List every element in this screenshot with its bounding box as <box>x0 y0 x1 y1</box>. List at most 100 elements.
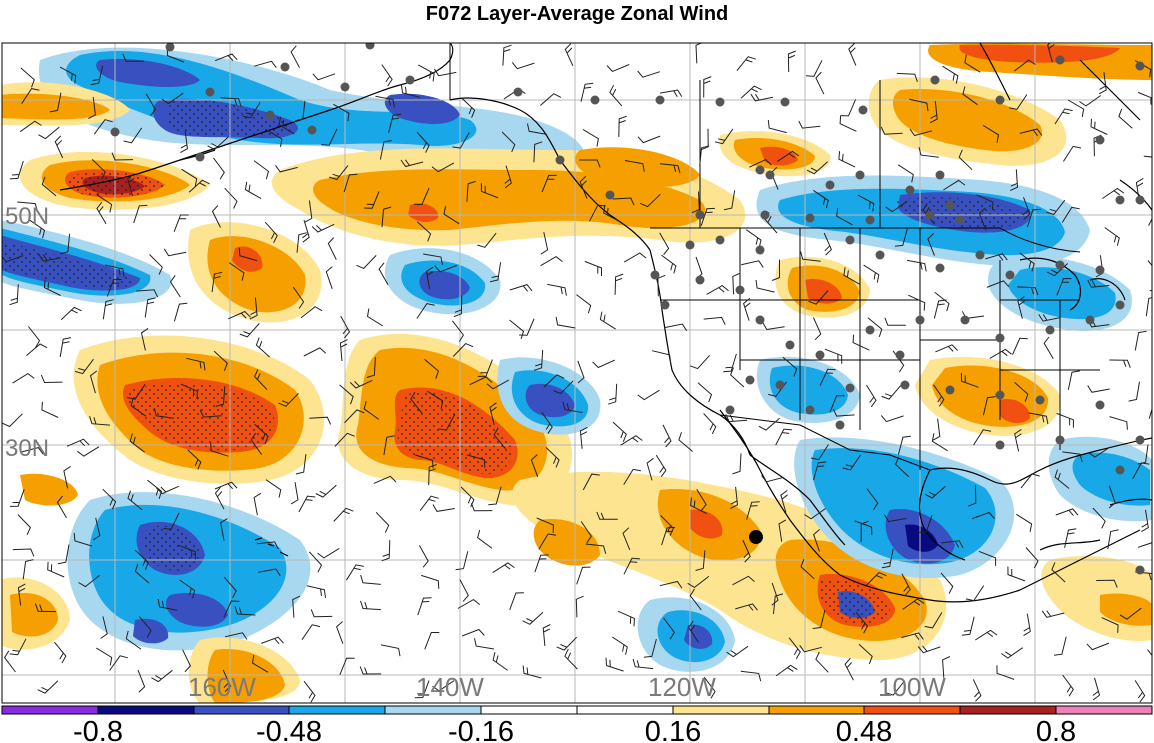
wind-barb <box>1014 428 1022 452</box>
station-dot <box>1095 400 1105 410</box>
wind-barb <box>127 384 146 400</box>
wind-barb <box>985 253 1008 261</box>
wind-barb <box>60 306 82 321</box>
wind-barb <box>782 356 798 377</box>
wind-barb <box>253 160 270 180</box>
wind-barb <box>852 334 870 351</box>
wind-barb <box>1013 59 1036 72</box>
wind-barb <box>74 358 94 375</box>
wind-barb <box>723 353 737 373</box>
wind-barb <box>637 389 660 401</box>
wind-barb <box>210 442 229 457</box>
wind-barb <box>637 135 661 144</box>
wind-barb <box>1145 297 1152 317</box>
wind-barb <box>509 592 524 611</box>
wind-barb <box>163 512 180 530</box>
wind-barb <box>614 273 624 295</box>
station-dot <box>865 215 875 225</box>
station-dot <box>975 250 985 260</box>
wind-barb <box>220 518 228 541</box>
wind-barb <box>461 97 476 118</box>
wind-barb <box>214 481 238 490</box>
wind-barb <box>1019 128 1043 136</box>
station-dot <box>280 62 290 72</box>
wind-barb <box>1087 385 1110 393</box>
wind-barb <box>703 413 717 435</box>
wind-barb <box>541 412 553 434</box>
wind-barb <box>576 566 591 585</box>
colorbar-swatch <box>672 706 770 714</box>
wind-barb <box>618 115 627 137</box>
wind-barb <box>461 628 485 637</box>
wind-barb <box>109 655 128 671</box>
station-dot <box>365 43 375 50</box>
wind-barb <box>1067 99 1085 118</box>
wind-barb <box>942 65 959 84</box>
wind-barb <box>88 96 96 120</box>
wind-barb <box>1141 509 1149 533</box>
wind-barb <box>96 194 113 213</box>
wind-barb <box>832 408 855 417</box>
wind-barb <box>419 495 439 511</box>
wind-barb <box>1134 680 1146 703</box>
wind-barb <box>522 665 542 679</box>
wind-barb <box>139 616 152 638</box>
wind-barb <box>296 232 307 253</box>
wind-barb <box>431 162 455 173</box>
wind-barb <box>1047 43 1055 63</box>
wind-barb <box>522 611 544 625</box>
wind-barb <box>1088 446 1111 458</box>
wind-barb <box>545 447 560 468</box>
wind-barb <box>958 149 973 171</box>
colorbar-tick-label: -0.8 <box>73 716 123 743</box>
wind-barb <box>840 99 857 117</box>
wind-barb <box>804 507 826 520</box>
station-dot <box>755 245 765 255</box>
wind-barb <box>530 454 539 477</box>
station-dot <box>955 215 965 225</box>
wind-barb <box>339 339 348 362</box>
wind-barb <box>182 649 191 673</box>
wind-barb <box>742 539 751 563</box>
wind-barb <box>366 357 376 378</box>
wind-barb <box>540 232 549 255</box>
station-dot <box>945 200 955 210</box>
wind-barb <box>470 503 493 512</box>
station-dot <box>650 270 660 280</box>
wind-barb <box>43 279 61 296</box>
wind-barb <box>884 317 906 326</box>
wind-barb <box>843 267 860 285</box>
wind-barb <box>746 229 762 249</box>
wind-barb <box>125 630 142 650</box>
wind-barb <box>1128 381 1140 402</box>
wind-barb <box>34 603 57 613</box>
wind-barb <box>697 382 713 403</box>
wind-barb <box>933 384 945 407</box>
wind-barb <box>1023 613 1031 637</box>
wind-barb <box>295 454 307 475</box>
wind-barb <box>579 159 601 168</box>
location-marker[interactable] <box>749 530 763 544</box>
wind-barb <box>848 43 857 66</box>
colorbar-swatch <box>385 706 482 714</box>
wind-barb <box>1107 529 1119 550</box>
lon-label-140w: 140W <box>416 672 484 702</box>
wind-barb <box>778 519 787 542</box>
wind-barb <box>812 317 822 341</box>
station-dot <box>1135 61 1145 71</box>
map-area[interactable] <box>0 40 1154 703</box>
wind-barb <box>41 401 59 418</box>
colorbar-ticks <box>97 706 1057 714</box>
wind-barb <box>978 550 997 566</box>
wind-barb <box>275 165 298 173</box>
wind-barb <box>931 433 948 452</box>
wind-barb <box>589 204 606 222</box>
wind-barb <box>798 120 821 129</box>
wind-barb <box>935 344 958 353</box>
wind-barb <box>381 206 392 228</box>
wind-barb <box>699 145 710 166</box>
wind-barb <box>1086 642 1110 651</box>
wind-barb <box>278 116 295 135</box>
station-dot <box>340 82 350 92</box>
wind-barb <box>918 147 939 158</box>
